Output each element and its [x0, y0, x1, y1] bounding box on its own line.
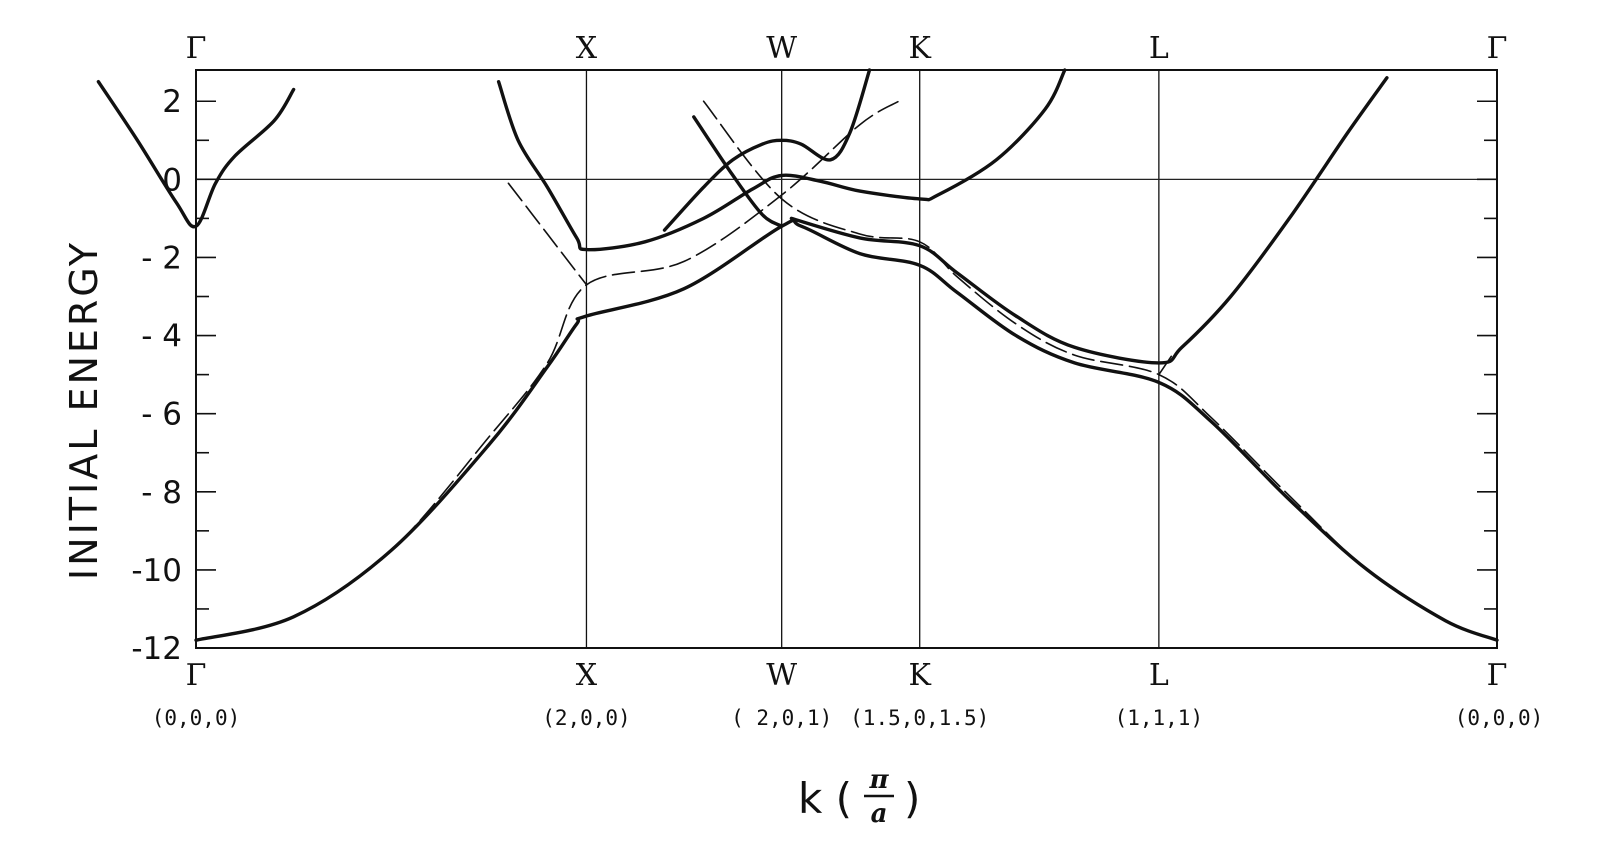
dashed-band-curve-6 — [195, 100, 900, 641]
plot-frame — [195, 69, 1498, 649]
k-point-top-label: W — [766, 31, 797, 66]
k-point-coordinate: (1,1,1) — [1115, 706, 1204, 730]
k-point-bottom-label: K — [908, 658, 931, 693]
solid-band-curve-5 — [789, 76, 1389, 365]
x-axis-title: k ( π a ) — [798, 765, 920, 829]
k-point-top-label: L — [1149, 31, 1169, 66]
k-point-bottom-label: L — [1149, 658, 1169, 693]
x-title-numerator: π — [868, 765, 889, 795]
y-tick-labels: 2 0 - 2 - 4 - 6 - 8 -10 -12 — [131, 84, 182, 667]
y-tick-label: -10 — [131, 553, 182, 589]
k-point-coordinate: (0,0,0) — [1455, 706, 1544, 730]
solid-band-curve-4 — [662, 68, 872, 232]
y-tick-label: 0 — [162, 162, 182, 198]
k-point-bottom-label: W — [766, 658, 797, 693]
k-point-bottom-label: X — [576, 658, 598, 693]
dashed-band-curve-8 — [702, 100, 1498, 641]
k-point-top-label: Γ — [1487, 31, 1508, 66]
y-tick-label: - 6 — [141, 397, 182, 433]
x-title-denominator: a — [871, 799, 888, 829]
y-tick-label: - 2 — [141, 240, 182, 276]
y-tick-label: -12 — [131, 631, 182, 667]
k-point-top-label: Γ — [186, 31, 207, 66]
solid-band-curve-3 — [692, 115, 784, 228]
k-point-coordinate: (0,0,0) — [152, 706, 241, 730]
solid-band-curve-2 — [496, 68, 1067, 252]
k-point-coordinate: (2,0,0) — [542, 706, 631, 730]
k-point-top-label: K — [908, 31, 931, 66]
dashed-band-curve-9 — [1158, 354, 1173, 376]
x-title-suffix: ) — [904, 774, 920, 823]
k-point-bottom-label: Γ — [1487, 658, 1508, 693]
solid-band-curve-1 — [96, 80, 296, 229]
y-tick-label: - 4 — [141, 319, 182, 355]
k-point-coordinate: (1.5,0,1.5) — [850, 706, 989, 730]
y-tick-label: 2 — [162, 84, 182, 120]
x-title-prefix: k ( — [798, 774, 852, 823]
y-axis-ticks — [196, 100, 1497, 649]
y-tick-label: - 8 — [141, 475, 182, 511]
solid-band-curve-0 — [194, 218, 1499, 642]
k-point-vertical-lines — [585, 70, 1160, 648]
k-point-coordinate: ( 2,0,1) — [731, 706, 832, 730]
k-point-top-label: X — [576, 31, 598, 66]
k-point-bottom-label: Γ — [186, 658, 207, 693]
y-axis-title: INITIAL ENERGY — [62, 240, 106, 580]
band-curves — [96, 68, 1499, 642]
k-point-labels: Γ Γ (0,0,0) X X (2,0,0) W W ( 2,0,1) K K (1.5,0,1.5… — [152, 31, 1544, 730]
dashed-band-curve-7 — [507, 182, 588, 286]
